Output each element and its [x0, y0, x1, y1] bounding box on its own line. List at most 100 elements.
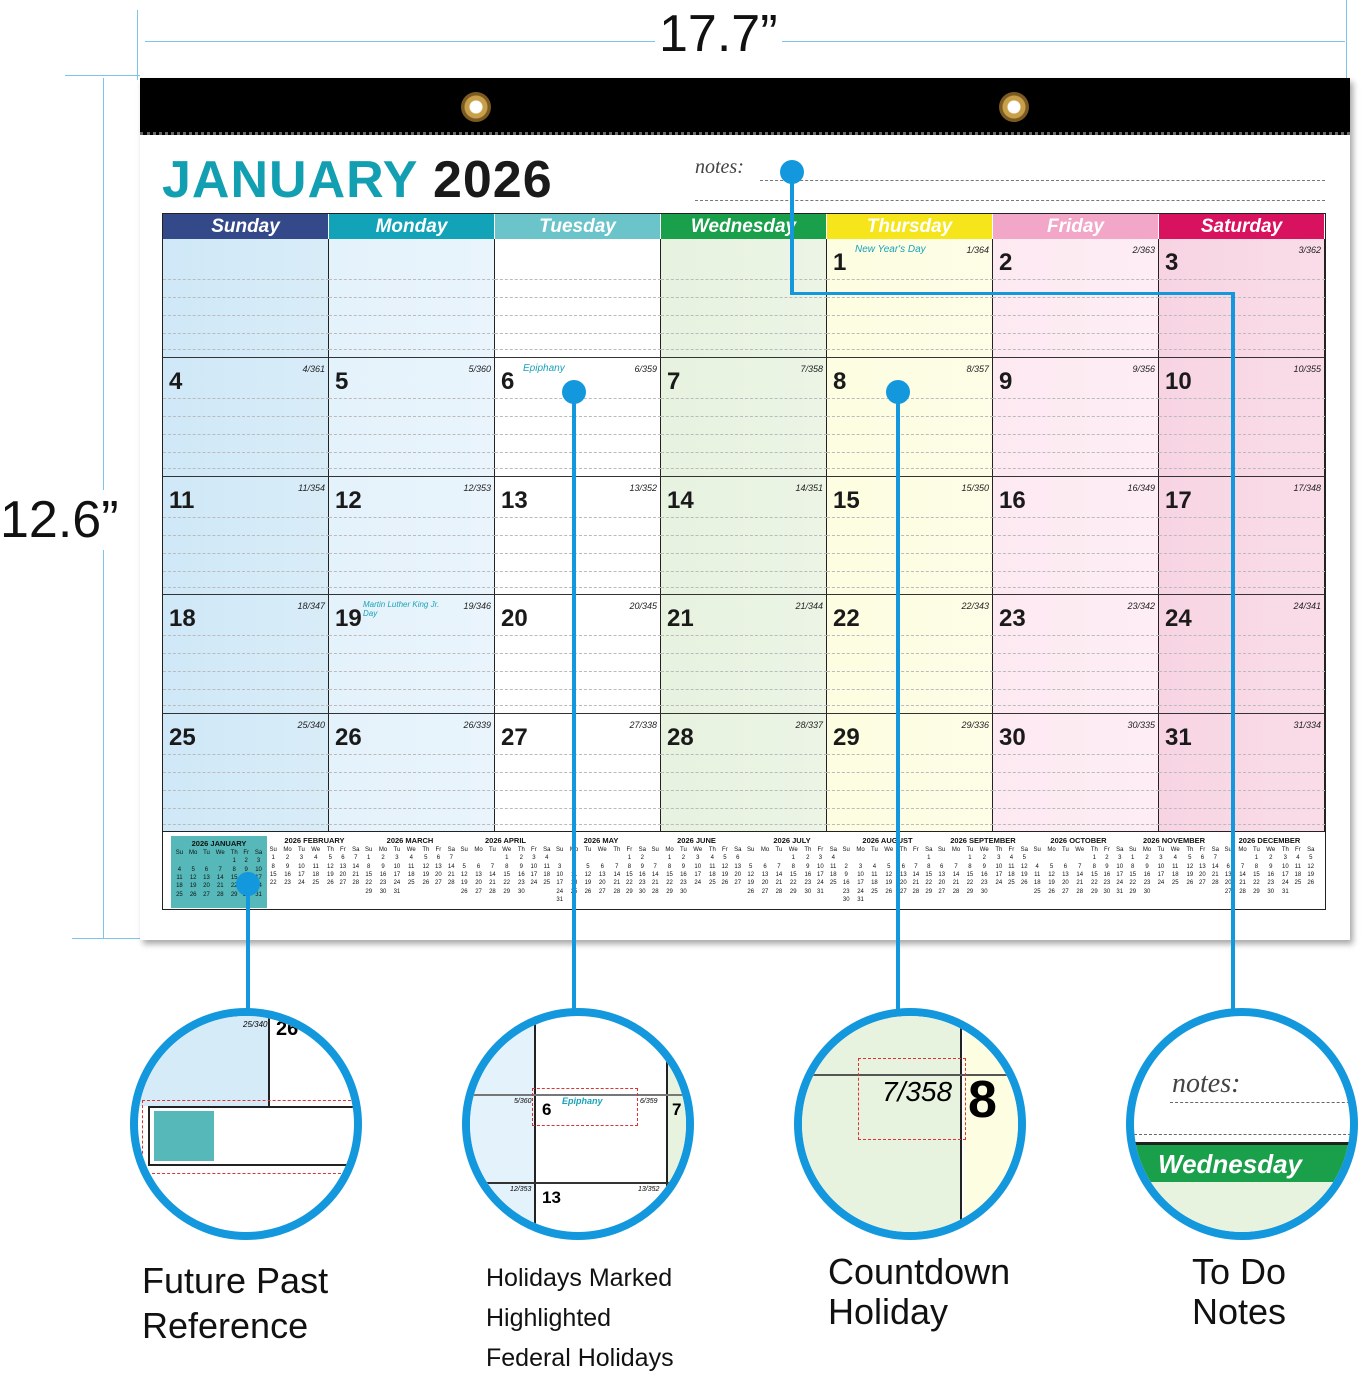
- mini-day: 28: [775, 888, 783, 895]
- mini-weekday: We: [1170, 847, 1180, 854]
- day-cell[interactable]: [329, 239, 495, 357]
- day-cell[interactable]: [163, 239, 329, 357]
- writing-line: [993, 789, 1159, 791]
- day-cell[interactable]: 10 10/355: [1159, 357, 1325, 475]
- mini-day: 16: [804, 872, 812, 879]
- day-number: 19: [335, 605, 362, 633]
- mini-weekday: Su: [365, 847, 373, 854]
- day-cell[interactable]: 8 8/357: [827, 357, 993, 475]
- day-cell[interactable]: 9 9/356: [993, 357, 1159, 475]
- countdown-text: 21/344: [795, 601, 823, 612]
- writing-line: [495, 570, 661, 572]
- mini-day: 16: [1267, 872, 1275, 879]
- day-cell[interactable]: 7 7/358: [661, 357, 827, 475]
- mini-day: 12: [1307, 863, 1315, 870]
- day-cell[interactable]: 1 1/364 New Year's Day: [827, 239, 993, 357]
- mini-day: 19: [189, 883, 197, 890]
- mini-calendar: 2026 JUNE Su Mo Tu We Th Fr Sa 1 2 3 4 5 6 7 8 9 10 11 12 13…: [649, 836, 745, 896]
- mini-day: 29: [966, 888, 974, 895]
- day-cell[interactable]: [495, 239, 661, 357]
- mini-week-row: 26 27 28 29 30 31: [744, 887, 840, 895]
- mini-day: 17: [857, 880, 864, 887]
- mini-day: 24: [298, 880, 305, 887]
- mini-weekday: Tu: [966, 847, 974, 854]
- mini-day: 12: [747, 872, 755, 879]
- mini-day: 4: [831, 855, 835, 862]
- countdown-text: 1/364: [966, 245, 989, 255]
- day-cell[interactable]: 12 12/353: [329, 475, 495, 594]
- countdown-text: 12/353: [463, 482, 491, 493]
- mini-day: 1: [232, 858, 236, 865]
- day-cell[interactable]: 21 21/344: [661, 594, 827, 712]
- writing-line: [661, 297, 827, 298]
- day-number: 23: [999, 605, 1026, 633]
- mini-day: 5: [1049, 863, 1054, 870]
- writing-line: [163, 468, 329, 470]
- mini-day: 20: [761, 880, 769, 887]
- day-cell[interactable]: 22 22/343: [827, 594, 993, 712]
- day-cell[interactable]: 24 24/341: [1159, 594, 1325, 712]
- mini-day: 14: [1239, 872, 1246, 879]
- day-number: 3: [1165, 249, 1179, 276]
- mini-day: [486, 854, 498, 862]
- mini-day: 12: [1020, 863, 1028, 870]
- mini-day: 28: [1239, 888, 1246, 895]
- day-cell[interactable]: 13 13/352: [495, 475, 661, 594]
- mini-day: 29: [1090, 888, 1098, 895]
- caption-future-past: Future Past Reference: [142, 1258, 328, 1348]
- mini-week-row: 27 28 29 30: [935, 887, 1031, 895]
- day-cell[interactable]: 5 5/360: [329, 357, 495, 475]
- day-cell[interactable]: 19 19/346 Martin Luther King Jr. Day: [329, 594, 495, 712]
- mini-day: [773, 854, 785, 862]
- day-cell[interactable]: 30 30/335: [993, 712, 1159, 831]
- day-cell[interactable]: 26 26/339: [329, 712, 495, 831]
- day-cell[interactable]: 18 18/347: [163, 594, 329, 712]
- mini-weekday: Su: [556, 847, 564, 854]
- writing-line: [827, 434, 993, 436]
- day-number: 30: [999, 723, 1026, 751]
- day-cell[interactable]: 25 25/340: [163, 712, 329, 831]
- mini-day: 8: [791, 863, 795, 870]
- mini-day: 20: [475, 880, 482, 887]
- mini-day: 2: [844, 863, 848, 870]
- mini-day: 25: [1294, 880, 1302, 887]
- day-cell[interactable]: 27 27/338: [495, 712, 661, 831]
- writing-line: [661, 534, 827, 536]
- mini-day: 1: [367, 855, 371, 862]
- writing-line: [163, 705, 329, 707]
- day-cell[interactable]: 31 31/334: [1159, 712, 1325, 831]
- mini-weekday: Su: [175, 850, 184, 857]
- day-cell[interactable]: 14 14/351: [661, 475, 827, 594]
- day-cell[interactable]: 28 28/337: [661, 712, 827, 831]
- mini-day: 21: [352, 872, 360, 879]
- day-cell[interactable]: 17 17/348: [1159, 475, 1325, 594]
- mini-day: 23: [804, 880, 812, 887]
- mini-day: 25: [1008, 880, 1015, 887]
- day-cell[interactable]: 20 20/345: [495, 594, 661, 712]
- mini-day: 28: [216, 891, 224, 898]
- countdown-text: 13/352: [629, 482, 657, 493]
- writing-line: [993, 570, 1159, 572]
- mini-week-row: 7 8 9 10 11 12 13: [649, 863, 745, 871]
- day-cell[interactable]: 4 4/361: [163, 357, 329, 475]
- mini-day: [186, 857, 201, 865]
- day-cell[interactable]: 6 6/359 Epiphany: [495, 357, 661, 475]
- mini-day: 25: [176, 891, 183, 898]
- day-cell[interactable]: 11 11/354: [163, 475, 329, 594]
- day-cell[interactable]: 3 3/362: [1159, 239, 1325, 357]
- mini-day: 3: [558, 863, 562, 870]
- dimension-guide: [72, 938, 140, 939]
- mini-day: 23: [842, 888, 850, 895]
- mini-day: 1: [271, 855, 275, 862]
- mini-calendar: 2026 APRIL Su Mo Tu We Th Fr Sa 1 2 3 4 5 6 7 8 9 10 11 12 1…: [458, 836, 554, 896]
- day-cell[interactable]: 15 15/350: [827, 475, 993, 594]
- day-cell[interactable]: 29 29/336: [827, 712, 993, 831]
- mini-day: 15: [1129, 872, 1137, 879]
- day-cell[interactable]: 23 23/342: [993, 594, 1159, 712]
- mini-day: 21: [489, 880, 496, 887]
- weekday-header: Tuesday: [495, 214, 661, 239]
- day-cell[interactable]: [661, 239, 827, 357]
- day-cell[interactable]: 2 2/363: [993, 239, 1159, 357]
- day-cell[interactable]: 16 16/349: [993, 475, 1159, 594]
- mini-weekday: We: [884, 847, 894, 854]
